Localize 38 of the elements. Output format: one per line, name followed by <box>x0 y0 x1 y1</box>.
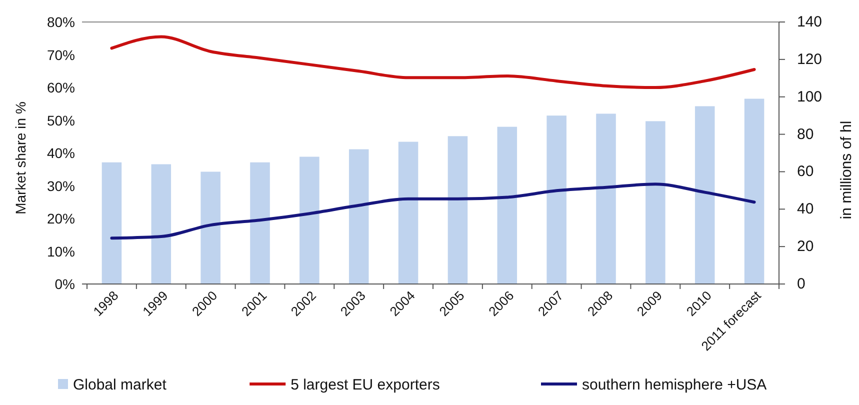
legend-label: 5 largest EU exporters <box>290 376 440 394</box>
y2-tick-label: 140 <box>797 14 822 30</box>
y2-tick-label: 60 <box>797 163 814 180</box>
y-tick-label: 40% <box>46 145 75 161</box>
y-tick-label: 60% <box>46 80 75 96</box>
legend-label: southern hemisphere +USA <box>582 376 767 394</box>
y2-tick-label: 40 <box>797 200 814 218</box>
bar <box>200 172 220 284</box>
y2-tick-label: 100 <box>797 88 822 106</box>
bar <box>102 162 122 284</box>
bar <box>546 116 566 284</box>
y-axis-title: Market share in % <box>12 102 29 214</box>
y-tick-label: 30% <box>46 178 75 194</box>
bar <box>744 98 764 284</box>
y2-tick-label: 120 <box>797 50 822 68</box>
y-tick-label: 50% <box>46 112 75 128</box>
y2-tick-label: 20 <box>797 238 814 256</box>
y-tick-label: 80% <box>46 14 75 30</box>
y-tick-label: 0% <box>54 276 75 292</box>
bar <box>348 149 369 284</box>
bar <box>448 136 468 284</box>
bar <box>596 114 616 284</box>
bar <box>250 162 270 284</box>
y-tick-label: 70% <box>46 46 75 63</box>
bar <box>646 121 666 284</box>
y2-tick-label: 80 <box>797 126 814 143</box>
bar <box>694 106 715 284</box>
line-series <box>110 182 756 240</box>
bar <box>300 156 320 284</box>
y-tick-label: 20% <box>46 210 75 226</box>
y-tick-label: 10% <box>46 243 75 260</box>
bar <box>497 126 518 284</box>
y2-axis-title: in millions of hl <box>838 120 855 220</box>
line-series <box>110 35 756 89</box>
bar <box>398 142 418 284</box>
legend-label: Global market <box>73 376 168 394</box>
bar <box>151 164 172 284</box>
y2-tick-label: 0 <box>797 276 806 292</box>
